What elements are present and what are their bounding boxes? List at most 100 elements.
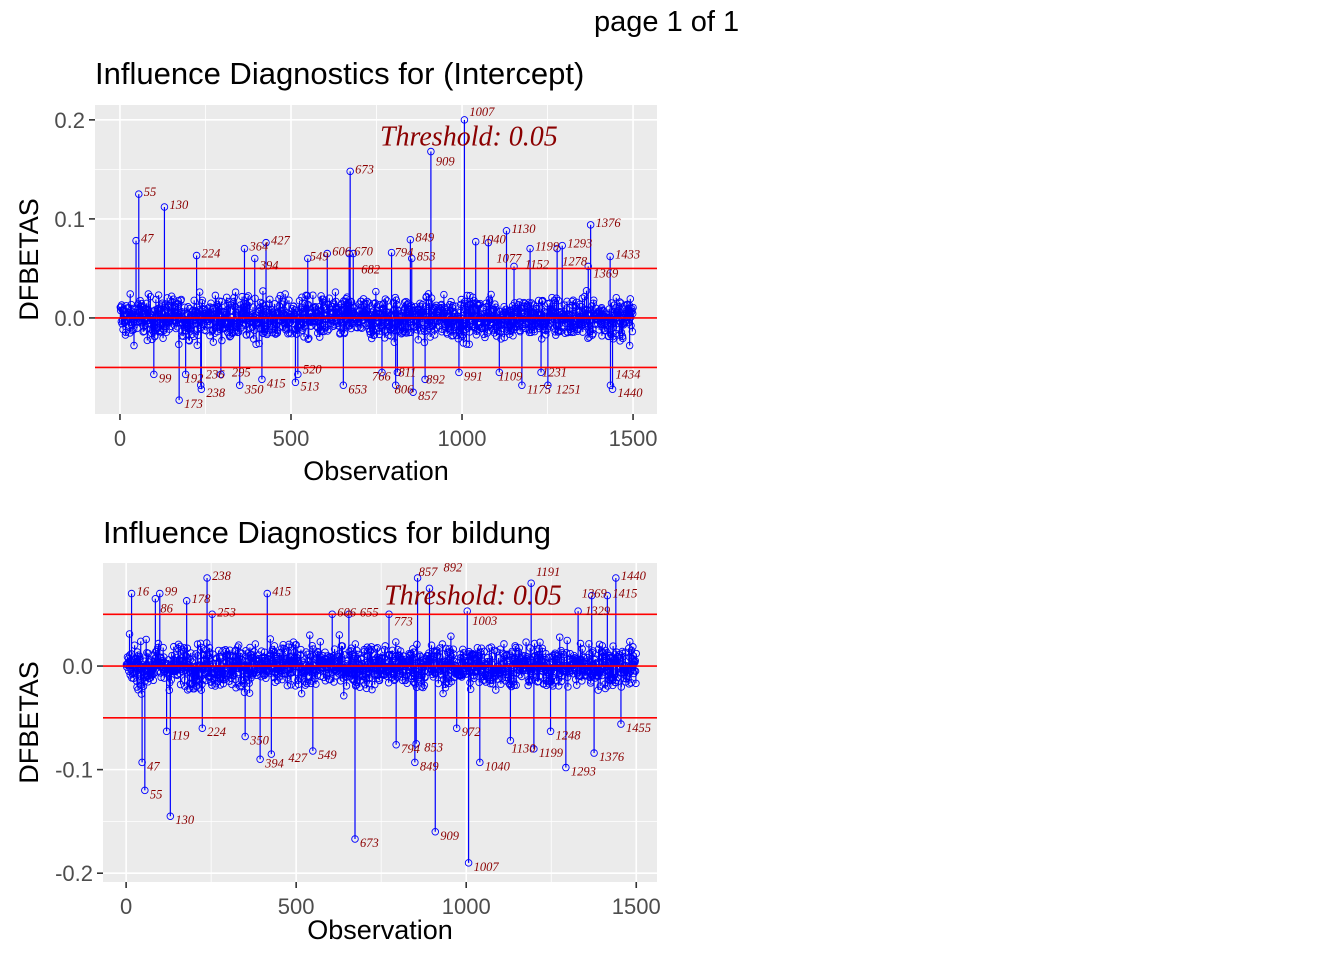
point-label: 173 <box>184 397 203 411</box>
observation-point <box>211 291 220 300</box>
observation-point <box>196 381 205 390</box>
observation-point <box>251 294 259 303</box>
y-tick-label: -0.1 <box>55 758 93 783</box>
y-axis-title: DFBETAS <box>14 198 44 321</box>
point-label: 364 <box>248 240 268 254</box>
observation-point <box>325 294 334 302</box>
observation-point <box>159 334 167 343</box>
point-label: 1433 <box>615 248 640 262</box>
observation-point <box>427 147 435 156</box>
observation-point <box>177 295 185 304</box>
threshold-label: Threshold: 0.05 <box>380 122 558 153</box>
observation-point <box>250 254 259 263</box>
observation-point <box>452 302 460 311</box>
observation-point <box>376 327 384 335</box>
x-tick-label: 1500 <box>609 426 658 451</box>
observation-point <box>283 318 291 327</box>
point-label: 1434 <box>615 367 640 381</box>
observation-point <box>480 330 488 339</box>
point-label: 99 <box>159 371 172 385</box>
observation-point <box>300 333 308 341</box>
observation-point <box>495 368 504 377</box>
observation-point <box>440 290 448 299</box>
observation-point <box>209 338 218 346</box>
observation-point <box>304 335 312 343</box>
observation-point <box>393 368 402 377</box>
observation-point <box>222 293 231 302</box>
x-axis-title: Observation <box>303 456 449 486</box>
observation-point <box>378 368 386 377</box>
observation-point <box>491 300 499 308</box>
observation-point <box>181 370 190 379</box>
observation-point <box>346 167 354 176</box>
point-label: 1369 <box>593 266 619 280</box>
observation-point <box>127 321 136 330</box>
y-tick-label: 0.0 <box>54 306 85 331</box>
point-label: 991 <box>464 369 483 383</box>
observation-point <box>427 294 436 302</box>
point-label: 673 <box>355 162 374 176</box>
observation-point <box>128 326 137 335</box>
observation-point <box>289 302 298 310</box>
observation-point <box>217 370 225 379</box>
observation-point <box>421 375 429 384</box>
observation-point <box>370 331 378 340</box>
observation-point <box>284 330 292 338</box>
x-tick-label: 0 <box>114 426 126 451</box>
point-label: 1040 <box>481 233 507 247</box>
observation-point <box>349 249 358 258</box>
observation-point <box>283 324 291 332</box>
observation-point <box>229 298 238 306</box>
y-tick-label: 0.0 <box>62 654 93 679</box>
observation-point <box>270 300 279 308</box>
point-label: 606 <box>332 245 352 259</box>
observation-point <box>305 334 313 343</box>
observation-point <box>130 341 138 350</box>
plot-2: Influence Diagnostics for bildung -0.2 -0.… <box>14 515 661 945</box>
observation-point <box>397 329 406 338</box>
point-label: 1109 <box>498 369 523 383</box>
point-label: 1077 <box>496 252 522 266</box>
observation-point <box>185 337 194 345</box>
x-tick-label: 500 <box>273 426 310 451</box>
point-label: 55 <box>144 185 157 199</box>
observation-point <box>392 296 401 304</box>
observation-point <box>252 340 260 348</box>
observation-point <box>169 295 178 304</box>
observation-point <box>387 248 396 257</box>
plot-panel <box>95 105 657 414</box>
point-label: 909 <box>436 155 456 169</box>
observation-point <box>481 333 489 342</box>
observation-point <box>291 378 300 387</box>
observation-point <box>231 288 240 296</box>
point-label: 130 <box>169 198 189 212</box>
x-tick-label: 0 <box>120 894 132 919</box>
observation-point <box>122 302 130 310</box>
observation-point <box>150 370 158 379</box>
observation-point <box>454 334 463 343</box>
observation-point <box>240 244 249 253</box>
observation-point <box>281 290 289 298</box>
observation-point <box>276 291 285 300</box>
point-label: 415 <box>267 376 286 390</box>
point-label: 1251 <box>556 382 581 396</box>
observation-point <box>299 324 307 332</box>
point-label: 1376 <box>596 216 622 230</box>
observation-point <box>381 295 390 303</box>
observation-point <box>184 303 192 311</box>
y-tick-label: -0.2 <box>55 861 93 886</box>
observation-point <box>192 251 201 260</box>
point-label: 670 <box>354 245 374 259</box>
point-label: 857 <box>418 389 438 403</box>
observation-point <box>197 385 206 393</box>
point-label: 1130 <box>511 222 536 236</box>
observation-point <box>190 296 198 305</box>
observation-point <box>217 297 226 306</box>
point-label: 653 <box>348 382 367 396</box>
observation-point <box>465 340 473 348</box>
observation-point <box>472 331 481 339</box>
observation-point <box>363 297 372 306</box>
observation-point <box>359 295 368 303</box>
observation-point <box>258 375 266 384</box>
